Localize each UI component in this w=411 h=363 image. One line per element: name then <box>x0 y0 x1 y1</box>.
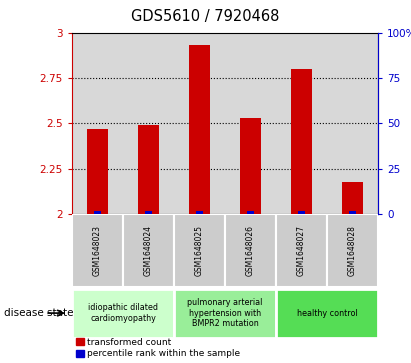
Bar <box>196 211 203 214</box>
Text: GSM1648028: GSM1648028 <box>348 225 357 276</box>
Bar <box>276 289 378 338</box>
Text: GSM1648025: GSM1648025 <box>195 225 204 276</box>
Legend: transformed count, percentile rank within the sample: transformed count, percentile rank withi… <box>76 338 240 359</box>
Bar <box>72 214 123 287</box>
Bar <box>327 214 378 287</box>
Text: GSM1648026: GSM1648026 <box>246 225 255 276</box>
Text: GSM1648023: GSM1648023 <box>93 225 102 276</box>
Bar <box>174 289 276 338</box>
Text: GSM1648027: GSM1648027 <box>297 225 306 276</box>
Bar <box>342 182 363 214</box>
Text: GDS5610 / 7920468: GDS5610 / 7920468 <box>131 9 280 24</box>
Text: GSM1648024: GSM1648024 <box>144 225 153 276</box>
Bar <box>225 214 276 287</box>
Bar <box>87 129 108 214</box>
Bar <box>174 214 225 287</box>
Bar <box>349 211 356 214</box>
Bar <box>189 45 210 214</box>
Bar <box>138 125 159 214</box>
Bar <box>247 211 254 214</box>
Bar <box>240 118 261 214</box>
Text: disease state: disease state <box>4 308 74 318</box>
Text: pulmonary arterial
hypertension with
BMPR2 mutation: pulmonary arterial hypertension with BMP… <box>187 298 263 328</box>
Bar <box>123 214 174 287</box>
Bar <box>94 211 101 214</box>
Bar <box>72 289 174 338</box>
Bar <box>145 211 152 214</box>
Bar <box>276 214 327 287</box>
Text: idiopathic dilated
cardiomyopathy: idiopathic dilated cardiomyopathy <box>88 303 158 323</box>
Bar <box>298 211 305 214</box>
Bar <box>291 69 312 214</box>
Text: healthy control: healthy control <box>297 309 358 318</box>
